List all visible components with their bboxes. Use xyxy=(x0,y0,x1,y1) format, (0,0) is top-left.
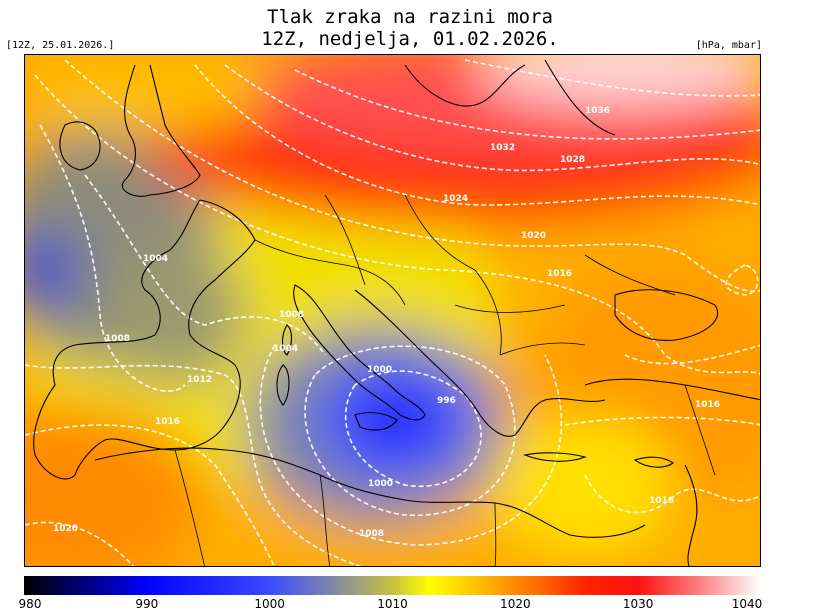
scale-tick-label: 1020 xyxy=(500,597,531,611)
isobar-label: 1024 xyxy=(443,194,468,204)
scale-tick-label: 1000 xyxy=(254,597,285,611)
isobar-label: 996 xyxy=(437,396,456,406)
isobar-label: 1008 xyxy=(279,310,304,320)
isobar-label: 1020 xyxy=(521,231,546,241)
pressure-map: 1036 1032 1028 1024 1020 1016 1004 1008 … xyxy=(24,54,761,567)
isobar-label: 1008 xyxy=(359,529,384,539)
scale-tick-label: 1010 xyxy=(377,597,408,611)
units-label: [hPa, mbar] xyxy=(695,40,762,51)
scale-tick-label: 1040 xyxy=(731,597,763,611)
isobar-label: 1004 xyxy=(273,344,298,354)
isobar-label: 1008 xyxy=(105,334,130,344)
isobar-label: 1000 xyxy=(367,365,392,375)
isobar-labels: 1036 1032 1028 1024 1020 1016 1004 1008 … xyxy=(53,106,720,539)
isobar-label: 1004 xyxy=(143,254,168,264)
isobar-label: 1016 xyxy=(649,496,674,506)
isobar-label: 1028 xyxy=(560,155,585,165)
scale-tick-label: 1030 xyxy=(622,597,654,611)
isobar-label: 1016 xyxy=(695,400,720,410)
isobar-label: 1000 xyxy=(368,479,393,489)
country-borders xyxy=(174,194,716,566)
coastlines xyxy=(33,59,760,566)
isobars xyxy=(25,59,760,566)
isobar-label: 1036 xyxy=(585,106,610,116)
map-title: Tlak zraka na razini mora xyxy=(267,6,553,28)
isobar-label: 1032 xyxy=(490,143,515,153)
run-date-label: [12Z, 25.01.2026.] xyxy=(6,40,115,51)
scale-tick-label: 990 xyxy=(135,597,159,611)
isobar-label: 1016 xyxy=(155,417,180,427)
map-subtitle: 12Z, nedjelja, 01.02.2026. xyxy=(261,28,559,50)
isobar-label: 1020 xyxy=(53,524,78,534)
isobar-label: 1016 xyxy=(547,269,572,279)
isobar-label: 1012 xyxy=(187,375,212,385)
scale-tick-label: 980 xyxy=(18,597,42,611)
color-scale-bar xyxy=(24,576,761,595)
